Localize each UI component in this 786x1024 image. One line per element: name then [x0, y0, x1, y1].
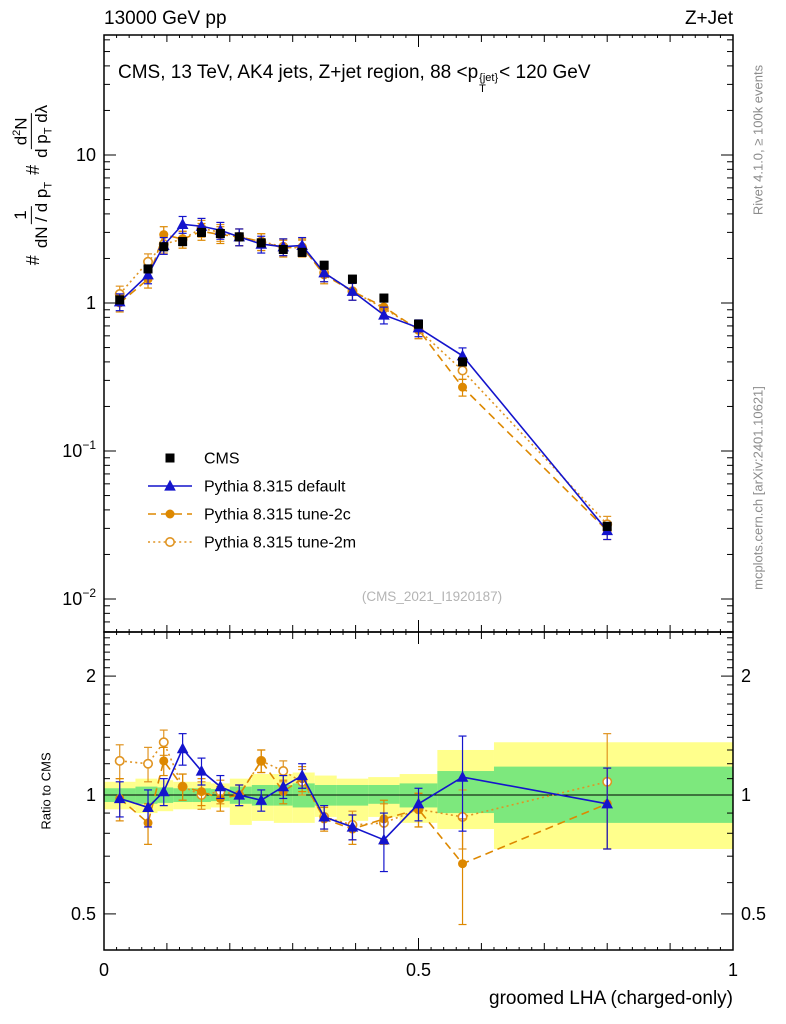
data-marker: [378, 308, 390, 320]
main-y-axis-label: # 1 dN / d pT # d2N d pT dλ: [10, 104, 55, 266]
data-marker: [457, 365, 468, 376]
data-marker: [196, 787, 206, 797]
legend-label: CMS: [204, 451, 240, 468]
data-marker: [142, 801, 154, 813]
process-label: Z+Jet: [684, 8, 733, 29]
ratio-y-tick-label: 1: [741, 785, 751, 805]
data-marker: [378, 833, 390, 845]
data-marker: [458, 357, 468, 367]
data-marker: [233, 788, 246, 800]
legend: CMS Pythia 8.315 default Pythia 8.315 tune…: [148, 451, 356, 552]
ratio-y-tick-label: 2: [86, 666, 96, 686]
x-tick-label: 0: [99, 960, 109, 980]
rivet-version-note: Rivet 4.1.0, ≥ 100k events: [750, 64, 766, 216]
data-marker: [195, 764, 208, 776]
data-marker: [458, 382, 468, 392]
axis-ticks: [103, 35, 734, 950]
data-marker: [458, 859, 468, 869]
data-marker: [255, 794, 268, 805]
data-marker: [165, 453, 175, 463]
panel-title: CMS, 13 TeV, AK4 jets, Z+jet region, 88 …: [118, 62, 591, 95]
ratio-y-tick-label: 2: [741, 666, 751, 686]
data-marker: [256, 238, 266, 248]
data-marker: [278, 766, 289, 777]
x-tick-label: 0.5: [406, 960, 431, 980]
panel-title-pre: CMS, 13 TeV, AK4 jets, Z+jet region, 88 …: [118, 62, 479, 83]
main-panel-series: [113, 215, 613, 541]
beam-energy-label: 13000 GeV pp: [104, 8, 227, 29]
analysis-id-watermark: (CMS_2021_I1920187): [361, 589, 503, 604]
data-marker: [157, 785, 170, 797]
data-marker: [412, 797, 425, 809]
data-marker: [277, 780, 290, 792]
data-marker: [234, 232, 244, 242]
data-marker: [115, 295, 125, 305]
data-marker: [296, 769, 308, 781]
data-marker: [165, 536, 176, 547]
data-marker: [602, 521, 612, 531]
data-marker: [414, 319, 423, 329]
data-marker: [113, 792, 126, 804]
data-marker: [143, 758, 154, 769]
mcplots-arxiv-note: mcplots.cern.ch [arXiv:2401.10621]: [750, 386, 766, 590]
data-marker: [143, 264, 153, 274]
ratio-y-tick-label: 0.5: [741, 904, 766, 924]
data-marker: [278, 244, 288, 254]
main-y-tick-label: 1: [86, 293, 96, 313]
data-marker: [178, 237, 188, 247]
legend-label: Pythia 8.315 tune-2m: [204, 535, 356, 552]
data-marker: [346, 820, 359, 832]
data-marker: [319, 260, 329, 270]
data-marker: [296, 239, 308, 251]
data-marker: [347, 274, 357, 284]
data-marker: [176, 742, 189, 754]
data-marker: [379, 293, 389, 303]
data-marker: [142, 268, 154, 280]
data-marker: [178, 782, 188, 792]
ylabel-hash-1: #: [22, 255, 43, 266]
data-marker: [215, 228, 225, 238]
ratio-y-tick-label: 1: [86, 785, 96, 805]
data-marker: [159, 242, 169, 252]
legend-label: Pythia 8.315 tune-2c: [204, 507, 351, 524]
ratio-y-tick-label: 0.5: [71, 904, 96, 924]
data-marker: [601, 797, 613, 809]
data-marker: [164, 479, 176, 491]
data-marker: [176, 218, 189, 229]
x-tick-label: 1: [728, 960, 738, 980]
data-marker: [158, 737, 169, 748]
data-marker: [214, 780, 227, 792]
main-y-tick-label: 10−1: [62, 438, 96, 461]
data-marker: [346, 285, 359, 296]
data-marker: [318, 810, 330, 822]
data-marker: [256, 756, 266, 766]
pt-jet-scripts: {jet} T: [479, 73, 498, 95]
data-marker: [456, 770, 469, 782]
main-y-tick-label: 10: [76, 145, 96, 165]
legend-label: Pythia 8.315 default: [204, 479, 346, 496]
ratio-y-axis-label: Ratio to CMS: [38, 752, 54, 830]
data-marker: [318, 266, 330, 278]
panel-title-post: < 120 GeV: [499, 62, 591, 83]
pt-superscript: {jet}: [479, 72, 499, 84]
data-marker: [297, 247, 307, 257]
data-marker: [159, 756, 169, 766]
ylabel-fraction-1: 1 dN / d pT: [11, 181, 55, 249]
data-marker: [196, 227, 206, 237]
data-marker: [159, 230, 169, 240]
data-marker: [165, 509, 175, 519]
x-axis-label: groomed LHA (charged-only): [489, 988, 733, 1009]
data-marker: [114, 755, 125, 766]
main-y-tick-label: 10−2: [62, 586, 96, 609]
ratio-panel-series: [113, 729, 613, 926]
ylabel-hash-2: #: [22, 164, 43, 175]
pt-subscript: T: [479, 83, 486, 95]
ylabel-fraction-2: d2N d pT dλ: [10, 104, 55, 158]
